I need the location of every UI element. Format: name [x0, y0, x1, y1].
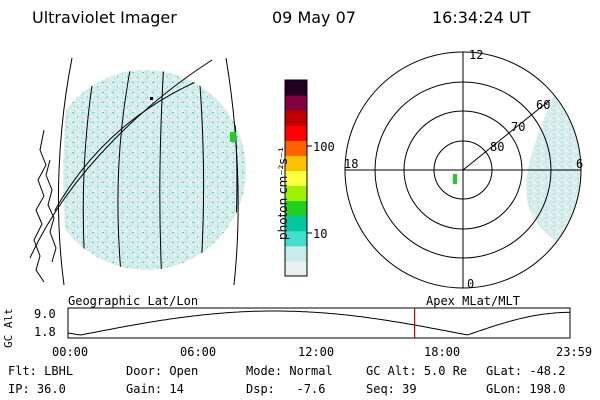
info-dsp: Dsp: -7.6 — [246, 382, 326, 396]
info-gain: Gain: 14 — [126, 382, 184, 396]
xtick-0000: 00:00 — [52, 345, 89, 359]
colorbar-band — [285, 140, 307, 156]
colorbar-unit-label: photon cm⁻²s⁻¹ — [276, 147, 290, 240]
xtick-0600: 06:00 — [180, 345, 217, 359]
info-filter: Flt: LBHL — [8, 364, 74, 378]
xtick-1800: 18:00 — [424, 345, 461, 359]
mlt-label-0: 0 — [467, 277, 475, 291]
instrument-title: Ultraviolet Imager — [32, 8, 177, 27]
colorbar-band — [285, 110, 307, 126]
colorbar-band — [285, 245, 307, 262]
colorbar-band — [285, 230, 307, 247]
timeline-ymin: 1.8 — [34, 325, 56, 339]
colorbar-band — [285, 200, 307, 217]
timeline-yaxis-label: GC Alt — [2, 308, 15, 348]
lat-label-70: 70 — [511, 120, 526, 134]
colorbar-band — [285, 215, 307, 232]
earth-disk-image — [29, 57, 246, 286]
mlt-label-18: 18 — [344, 157, 359, 171]
xtick-2359: 23:59 — [556, 345, 593, 359]
info-gc-alt: GC Alt: 5.0 Re — [366, 364, 468, 378]
date-label: 09 May 07 — [272, 8, 356, 27]
polar-plot — [344, 51, 582, 289]
colorbar-tick-10: 10 — [313, 227, 328, 241]
colorbar-tick-100: 100 — [313, 140, 335, 154]
timeline-ymax: 9.0 — [34, 307, 56, 321]
info-mode: Mode: Normal — [246, 364, 333, 378]
timeline-plot — [67, 307, 571, 339]
info-glon: GLon: 198.0 — [486, 382, 566, 396]
meridian-line — [159, 70, 165, 270]
colorbar-band — [285, 170, 307, 187]
info-ip: IP: 36.0 — [8, 382, 66, 396]
colorbar-band — [285, 260, 307, 277]
colorbar-band — [285, 125, 307, 141]
timeline-right-caption: Apex MLat/MLT — [426, 294, 520, 308]
mlt-label-6: 6 — [576, 157, 584, 171]
colorbar-band — [285, 155, 307, 171]
altitude-curve — [67, 310, 571, 336]
colorbar-band — [285, 95, 307, 111]
info-seq: Seq: 39 — [366, 382, 417, 396]
meridian-line — [117, 70, 133, 270]
timeline-left-caption: Geographic Lat/Lon — [68, 294, 199, 308]
colorbar — [284, 79, 312, 277]
coastline — [33, 129, 57, 283]
time-label: 16:34:24 UT — [432, 8, 531, 27]
colorbar-band — [285, 80, 307, 96]
xtick-1200: 12:00 — [298, 345, 335, 359]
lat-label-80: 80 — [490, 140, 505, 154]
lat-label-60: 60 — [536, 98, 551, 112]
mlt-label-12: 12 — [469, 48, 484, 62]
info-glat: GLat: -48.2 — [486, 364, 566, 378]
colorbar-band — [285, 185, 307, 202]
info-door: Door: Open — [126, 364, 199, 378]
